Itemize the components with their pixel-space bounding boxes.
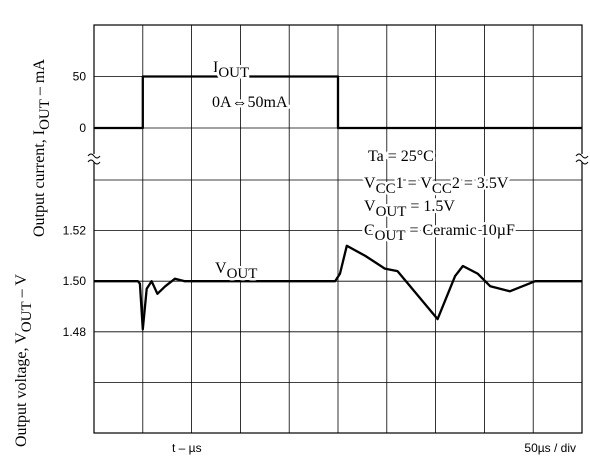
text-part: V — [364, 198, 376, 215]
text-part: V — [364, 175, 376, 192]
y-tick-label: 1.52 — [63, 224, 87, 238]
text-part: Output voltage, V — [13, 332, 30, 447]
subscript: CC — [376, 181, 396, 197]
text-part: Ta = 25°C — [368, 148, 434, 165]
x-axis-label: t – µs — [172, 441, 202, 455]
annotation: VOUT = 1.5V — [364, 198, 455, 220]
y-axis-label: Output current, IOUT – mA — [31, 59, 53, 237]
axis-break-gap — [576, 154, 588, 162]
axis-break — [575, 159, 589, 165]
axis-break — [575, 153, 589, 159]
text-part: = 1.5V — [406, 198, 455, 215]
subscript: OUT — [37, 99, 53, 130]
annotation: Ta = 25°C — [368, 148, 434, 165]
y-tick-label: 1.50 — [63, 274, 87, 288]
subscript: CC — [432, 181, 452, 197]
text-part: 1 = V — [396, 175, 433, 192]
plot-frame — [93, 24, 583, 434]
series-label: VOUT — [215, 260, 257, 282]
text-part: V — [215, 260, 227, 277]
annotation: 0A⇔50mA — [212, 94, 288, 111]
x-scale-label: 50µs / div — [524, 441, 576, 455]
axis-break — [87, 153, 101, 159]
subscript: OUT — [218, 65, 249, 81]
text-part: – mA — [31, 59, 48, 99]
text-part: Output current, I — [31, 130, 48, 237]
annotation: COUT = Ceramic 10µF — [364, 222, 515, 244]
y-tick-label: 50 — [73, 70, 87, 84]
annotation: VCC1 = VCC2 = 3.5V — [364, 175, 509, 197]
series-label: IOUT — [213, 59, 249, 81]
subscript: OUT — [375, 228, 406, 244]
series-line — [94, 75, 582, 130]
y-axis-label: Output voltage, VOUT – V — [13, 274, 35, 447]
text-part: C — [364, 222, 375, 239]
y-tick-label: 0 — [79, 121, 86, 135]
subscript: OUT — [227, 266, 258, 282]
text-part: 0A⇔50mA — [212, 94, 288, 111]
subscript: OUT — [19, 301, 35, 332]
axis-break — [87, 159, 101, 165]
text-part: I — [213, 59, 218, 76]
text-part: 2 = 3.5V — [452, 175, 509, 192]
text-part: – V — [13, 274, 30, 302]
y-tick-label: 1.48 — [63, 325, 87, 339]
subscript: OUT — [376, 204, 407, 220]
text-part: = Ceramic 10µF — [406, 222, 515, 239]
axis-break-gap — [88, 154, 100, 162]
series-line — [94, 244, 582, 331]
